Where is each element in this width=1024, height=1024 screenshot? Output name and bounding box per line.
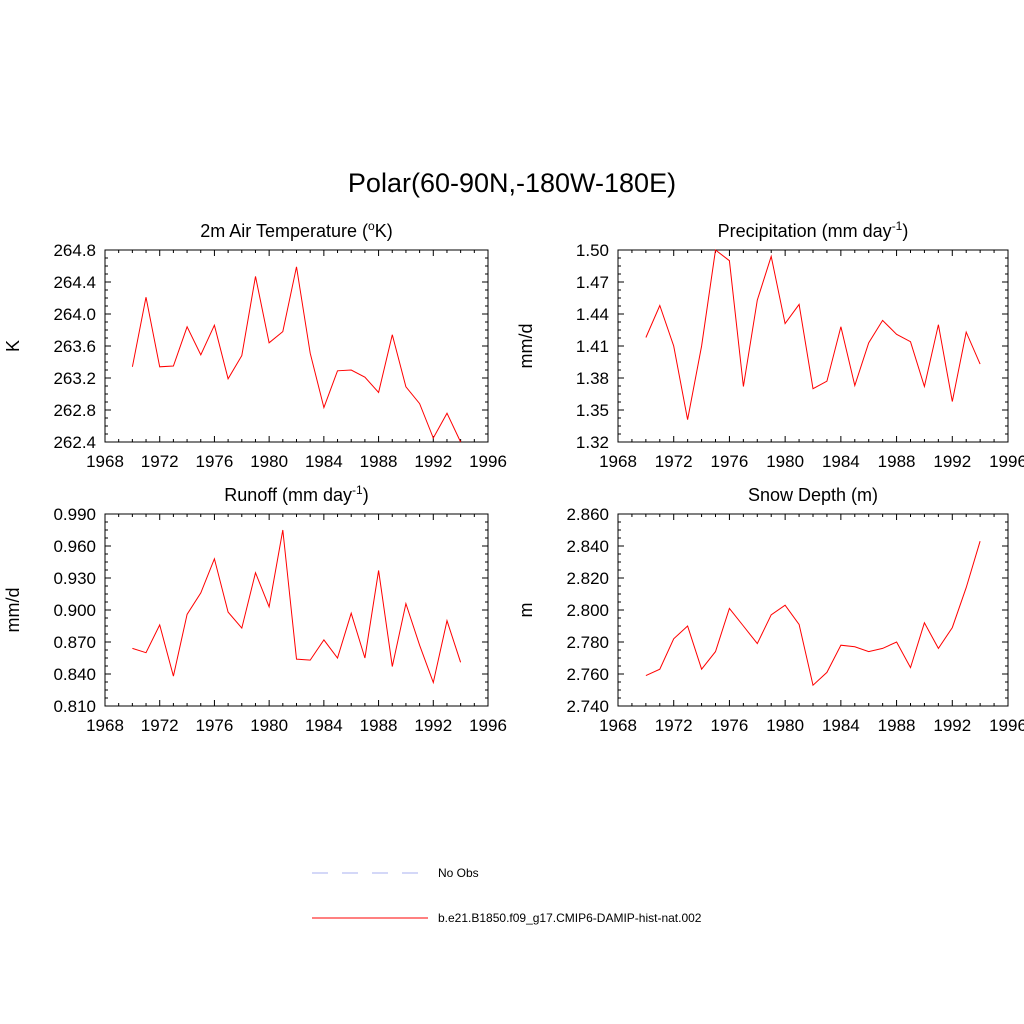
plot-frame (104, 249, 489, 443)
x-tick-label: 1988 (878, 716, 916, 735)
legend-label-1: No Obs (438, 866, 479, 880)
y-tick-label: 0.870 (53, 633, 96, 652)
y-tick-label: 0.810 (53, 697, 96, 716)
y-tick-label: 264.8 (53, 241, 96, 260)
x-tick-label: 1984 (305, 716, 343, 735)
y-tick-label: 0.960 (53, 537, 96, 556)
legend: No Obs b.e21.B1850.f09_g17.CMIP6-DAMIP-hi… (312, 866, 702, 925)
y-tick-label: 2.800 (566, 601, 609, 620)
x-tick-label: 1972 (655, 716, 693, 735)
x-tick-label: 1976 (196, 716, 234, 735)
y-tick-label: 2.740 (566, 697, 609, 716)
x-tick-label: 1968 (86, 716, 124, 735)
y-tick-label: 262.8 (53, 401, 96, 420)
panel-title-suffix: ) (363, 485, 369, 505)
chart-panel-3: Runoff (mm day-1) mm/d 1968 1972 1976 1980 198… (3, 483, 507, 735)
x-tick-label: 1984 (822, 452, 860, 471)
x-tick-label: 1996 (469, 452, 507, 471)
x-tick-label: 1992 (933, 716, 971, 735)
panel-title-text: Precipitation (mm day (718, 221, 892, 241)
x-tick-label: 1992 (414, 716, 452, 735)
series-line (645, 541, 981, 687)
x-tick-label: 1980 (250, 716, 288, 735)
plot-frame (104, 513, 489, 707)
x-tick-label: 1996 (989, 716, 1024, 735)
main-title: Polar(60-90N,-180W-180E) (347, 168, 677, 198)
panel-title-text: Runoff (mm day (224, 485, 352, 505)
y-tick-label: 0.900 (53, 601, 96, 620)
y-tick-label: 1.41 (576, 337, 609, 356)
series-line (645, 249, 981, 420)
panel-title-superscript: o (368, 219, 375, 233)
panel-title-suffix: ) (902, 221, 908, 241)
y-tick-label: 0.840 (53, 665, 96, 684)
y-axis-label: mm/d (3, 588, 23, 633)
x-tick-label: 1992 (414, 452, 452, 471)
y-axis-label: K (3, 340, 23, 352)
y-tick-label: 262.4 (53, 433, 96, 452)
y-tick-label: 2.840 (566, 537, 609, 556)
y-tick-label: 263.2 (53, 369, 96, 388)
chart-panel-4: Snow Depth (m) m 1968 1972 1976 1980 1984 1988 1… (516, 485, 1024, 735)
x-tick-label: 1988 (878, 452, 916, 471)
x-tick-label: 1968 (599, 716, 637, 735)
x-tick-label: 1972 (141, 716, 179, 735)
panel-title: Precipitation (mm day-1) (718, 219, 909, 241)
y-tick-label: 0.930 (53, 569, 96, 588)
y-tick-label: 1.32 (576, 433, 609, 452)
y-axis-label: mm/d (516, 324, 536, 369)
chart-panel-2: Precipitation (mm day-1) mm/d 1968 1972 1976… (516, 219, 1024, 471)
legend-label-2: b.e21.B1850.f09_g17.CMIP6-DAMIP-hist-nat… (438, 911, 702, 925)
x-tick-label: 1988 (360, 452, 398, 471)
chart-panel-1: 2m Air Temperature (oK) K 1968 1972 1976 1980… (3, 219, 507, 471)
x-tick-label: 1968 (86, 452, 124, 471)
panel-title-superscript: -1 (892, 219, 903, 233)
y-tick-label: 1.44 (576, 305, 609, 324)
x-tick-label: 1984 (822, 716, 860, 735)
panel-title-superscript: -1 (352, 483, 363, 497)
panel-title: Runoff (mm day-1) (224, 483, 368, 505)
y-tick-label: 2.780 (566, 633, 609, 652)
y-tick-label: 1.47 (576, 273, 609, 292)
x-tick-label: 1996 (989, 452, 1024, 471)
panel-title-suffix: K) (375, 221, 393, 241)
panel-title: Snow Depth (m) (748, 485, 878, 505)
x-tick-label: 1976 (711, 716, 749, 735)
y-tick-label: 1.35 (576, 401, 609, 420)
panel-title: 2m Air Temperature (oK) (200, 219, 392, 241)
x-tick-label: 1984 (305, 452, 343, 471)
plot-frame (617, 513, 1009, 707)
y-tick-label: 1.38 (576, 369, 609, 388)
series-line (131, 266, 462, 443)
y-tick-label: 2.860 (566, 505, 609, 524)
series-line (132, 529, 462, 685)
x-tick-label: 1988 (360, 716, 398, 735)
x-tick-label: 1968 (599, 452, 637, 471)
x-tick-label: 1976 (196, 452, 234, 471)
y-tick-label: 264.0 (53, 305, 96, 324)
x-tick-label: 1980 (766, 716, 804, 735)
y-tick-label: 2.760 (566, 665, 609, 684)
x-tick-label: 1980 (766, 452, 804, 471)
plot-frame (617, 249, 1009, 443)
x-tick-label: 1992 (933, 452, 971, 471)
y-tick-label: 1.50 (576, 241, 609, 260)
y-tick-label: 263.6 (53, 337, 96, 356)
x-tick-label: 1972 (141, 452, 179, 471)
x-tick-label: 1980 (250, 452, 288, 471)
y-tick-label: 264.4 (53, 273, 96, 292)
x-tick-label: 1972 (655, 452, 693, 471)
x-tick-label: 1996 (469, 716, 507, 735)
y-axis-label: m (516, 603, 536, 618)
x-tick-label: 1976 (711, 452, 749, 471)
panel-title-text: Snow Depth (m) (748, 485, 878, 505)
panel-title-text: 2m Air Temperature ( (200, 221, 368, 241)
y-tick-label: 2.820 (566, 569, 609, 588)
y-tick-label: 0.990 (53, 505, 96, 524)
